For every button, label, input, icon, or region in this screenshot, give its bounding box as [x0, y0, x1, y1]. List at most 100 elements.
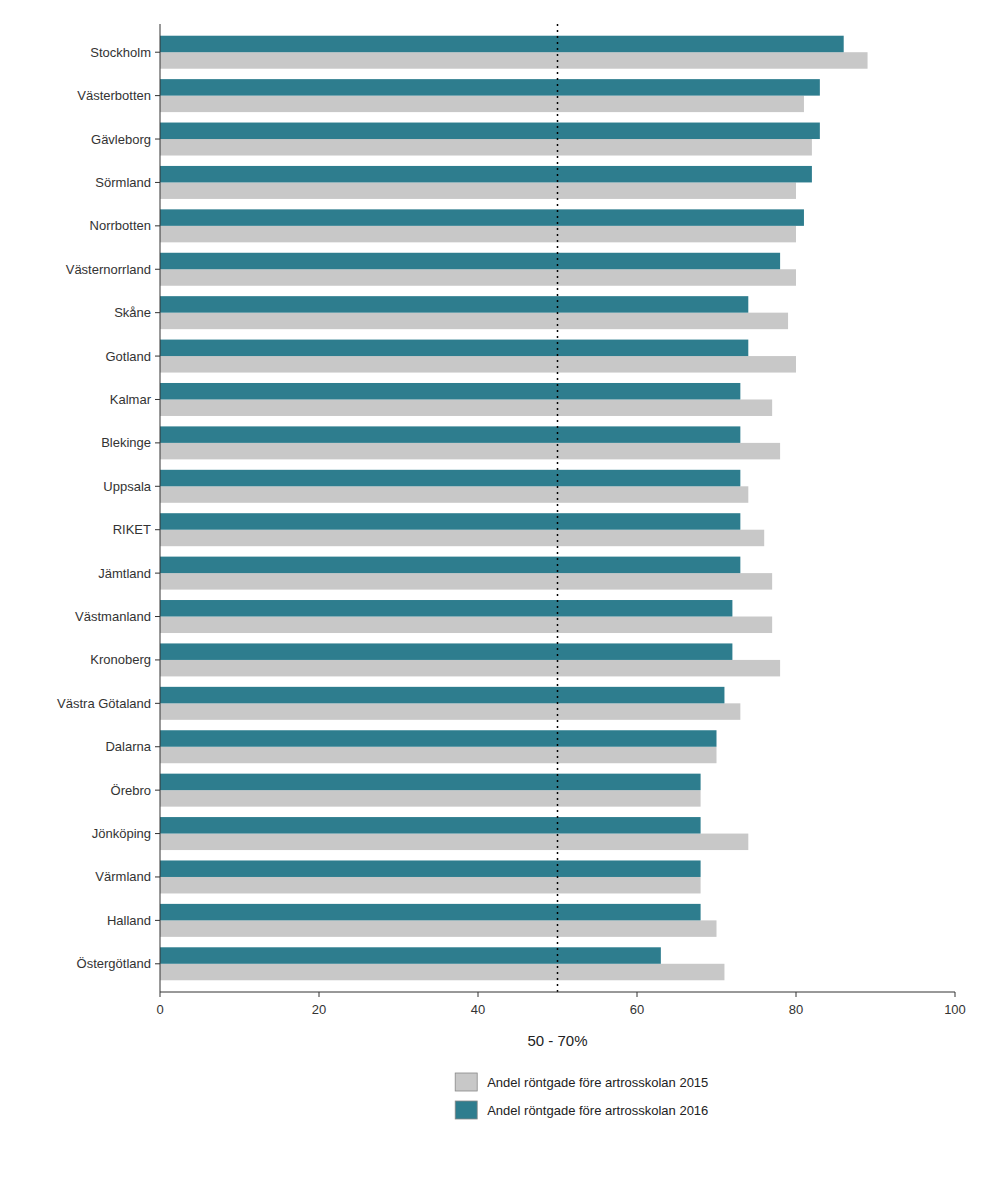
- y-tick: [155, 703, 160, 704]
- bar: [160, 356, 796, 372]
- y-tick-label: Gotland: [105, 349, 151, 364]
- bar: [160, 703, 740, 719]
- axes: 0 20 40 60 80 100 Stockholm Västerbotten Gävlebo…: [57, 24, 966, 1017]
- bar: [160, 817, 701, 833]
- y-tick: [155, 442, 160, 443]
- bar: [160, 253, 780, 269]
- bar: [160, 399, 772, 415]
- y-tick: [155, 920, 160, 921]
- y-tick-label: Jämtland: [98, 566, 151, 581]
- bar: [160, 947, 661, 963]
- legend: Andel röntgade före artrosskolan 2015 And…: [455, 1073, 708, 1119]
- x-tick: [319, 992, 320, 997]
- legend-swatch: [455, 1101, 477, 1119]
- y-tick-label: Halland: [107, 913, 151, 928]
- y-tick-label: Sörmland: [95, 175, 151, 190]
- y-tick: [155, 399, 160, 400]
- y-tick: [155, 312, 160, 313]
- bar: [160, 123, 820, 139]
- bar: [160, 530, 764, 546]
- y-tick-label: Stockholm: [90, 45, 151, 60]
- bar: [160, 209, 804, 225]
- bar: [160, 139, 812, 155]
- bar: [160, 269, 796, 285]
- x-tick-label: 100: [944, 1002, 966, 1017]
- bar: [160, 79, 820, 95]
- bar: [160, 860, 701, 876]
- y-tick: [155, 573, 160, 574]
- reference-line: [557, 24, 559, 992]
- x-tick: [955, 992, 956, 997]
- y-tick-label: Västra Götaland: [57, 696, 151, 711]
- bar: [160, 383, 740, 399]
- y-tick-label: Kalmar: [110, 392, 152, 407]
- bar: [160, 747, 717, 763]
- bar: [160, 660, 780, 676]
- bar: [160, 600, 732, 616]
- y-tick: [155, 182, 160, 183]
- y-tick: [155, 529, 160, 530]
- chart: 0 20 40 60 80 100 Stockholm Västerbotten Gävlebo…: [0, 0, 1005, 1182]
- bar: [160, 226, 796, 242]
- bar: [160, 774, 701, 790]
- y-tick-label: Västernorrland: [66, 262, 151, 277]
- y-tick-label: Värmland: [95, 869, 151, 884]
- x-tick: [796, 992, 797, 997]
- x-tick-label: 0: [156, 1002, 163, 1017]
- x-tick: [160, 992, 161, 997]
- bar: [160, 557, 740, 573]
- bar: [160, 790, 701, 806]
- x-axis-label: 50 - 70%: [527, 1032, 587, 1049]
- bar: [160, 470, 740, 486]
- bar: [160, 426, 740, 442]
- bar: [160, 166, 812, 182]
- bar: [160, 513, 740, 529]
- y-tick-label: Gävleborg: [91, 132, 151, 147]
- y-tick-label: Norrbotten: [90, 218, 151, 233]
- y-tick-label: Uppsala: [103, 479, 151, 494]
- y-tick: [155, 659, 160, 660]
- bar: [160, 486, 748, 502]
- y-tick: [155, 52, 160, 53]
- y-tick: [155, 746, 160, 747]
- bar: [160, 904, 701, 920]
- bar: [160, 920, 717, 936]
- bar: [160, 964, 724, 980]
- bar: [160, 443, 780, 459]
- y-tick-label: Östergötland: [77, 956, 151, 971]
- y-tick: [155, 225, 160, 226]
- x-tick: [637, 992, 638, 997]
- y-tick-label: Västerbotten: [77, 88, 151, 103]
- x-tick-label: 80: [789, 1002, 803, 1017]
- y-tick-label: Skåne: [114, 305, 151, 320]
- reference-lines: [557, 24, 558, 992]
- y-tick: [155, 356, 160, 357]
- y-tick: [155, 616, 160, 617]
- bar: [160, 643, 732, 659]
- y-tick: [155, 790, 160, 791]
- bar: [160, 834, 748, 850]
- legend-swatch: [455, 1073, 477, 1091]
- y-axis-line: [160, 24, 161, 992]
- bar: [160, 182, 796, 198]
- y-tick: [155, 139, 160, 140]
- x-tick: [478, 992, 479, 997]
- y-tick-label: Örebro: [111, 783, 151, 798]
- legend-label: Andel röntgade före artrosskolan 2015: [487, 1075, 708, 1090]
- bar: [160, 52, 868, 68]
- y-tick: [155, 269, 160, 270]
- y-tick-label: Blekinge: [101, 435, 151, 450]
- bar: [160, 340, 748, 356]
- bar: [160, 573, 772, 589]
- x-tick-label: 20: [312, 1002, 326, 1017]
- y-tick-label: Kronoberg: [90, 652, 151, 667]
- bar: [160, 313, 788, 329]
- bar: [160, 617, 772, 633]
- x-tick-label: 40: [471, 1002, 485, 1017]
- y-tick-label: Västmanland: [75, 609, 151, 624]
- y-tick-label: Dalarna: [105, 739, 151, 754]
- y-tick: [155, 963, 160, 964]
- x-tick-label: 60: [630, 1002, 644, 1017]
- legend-label: Andel röntgade före artrosskolan 2016: [487, 1103, 708, 1118]
- bar: [160, 730, 717, 746]
